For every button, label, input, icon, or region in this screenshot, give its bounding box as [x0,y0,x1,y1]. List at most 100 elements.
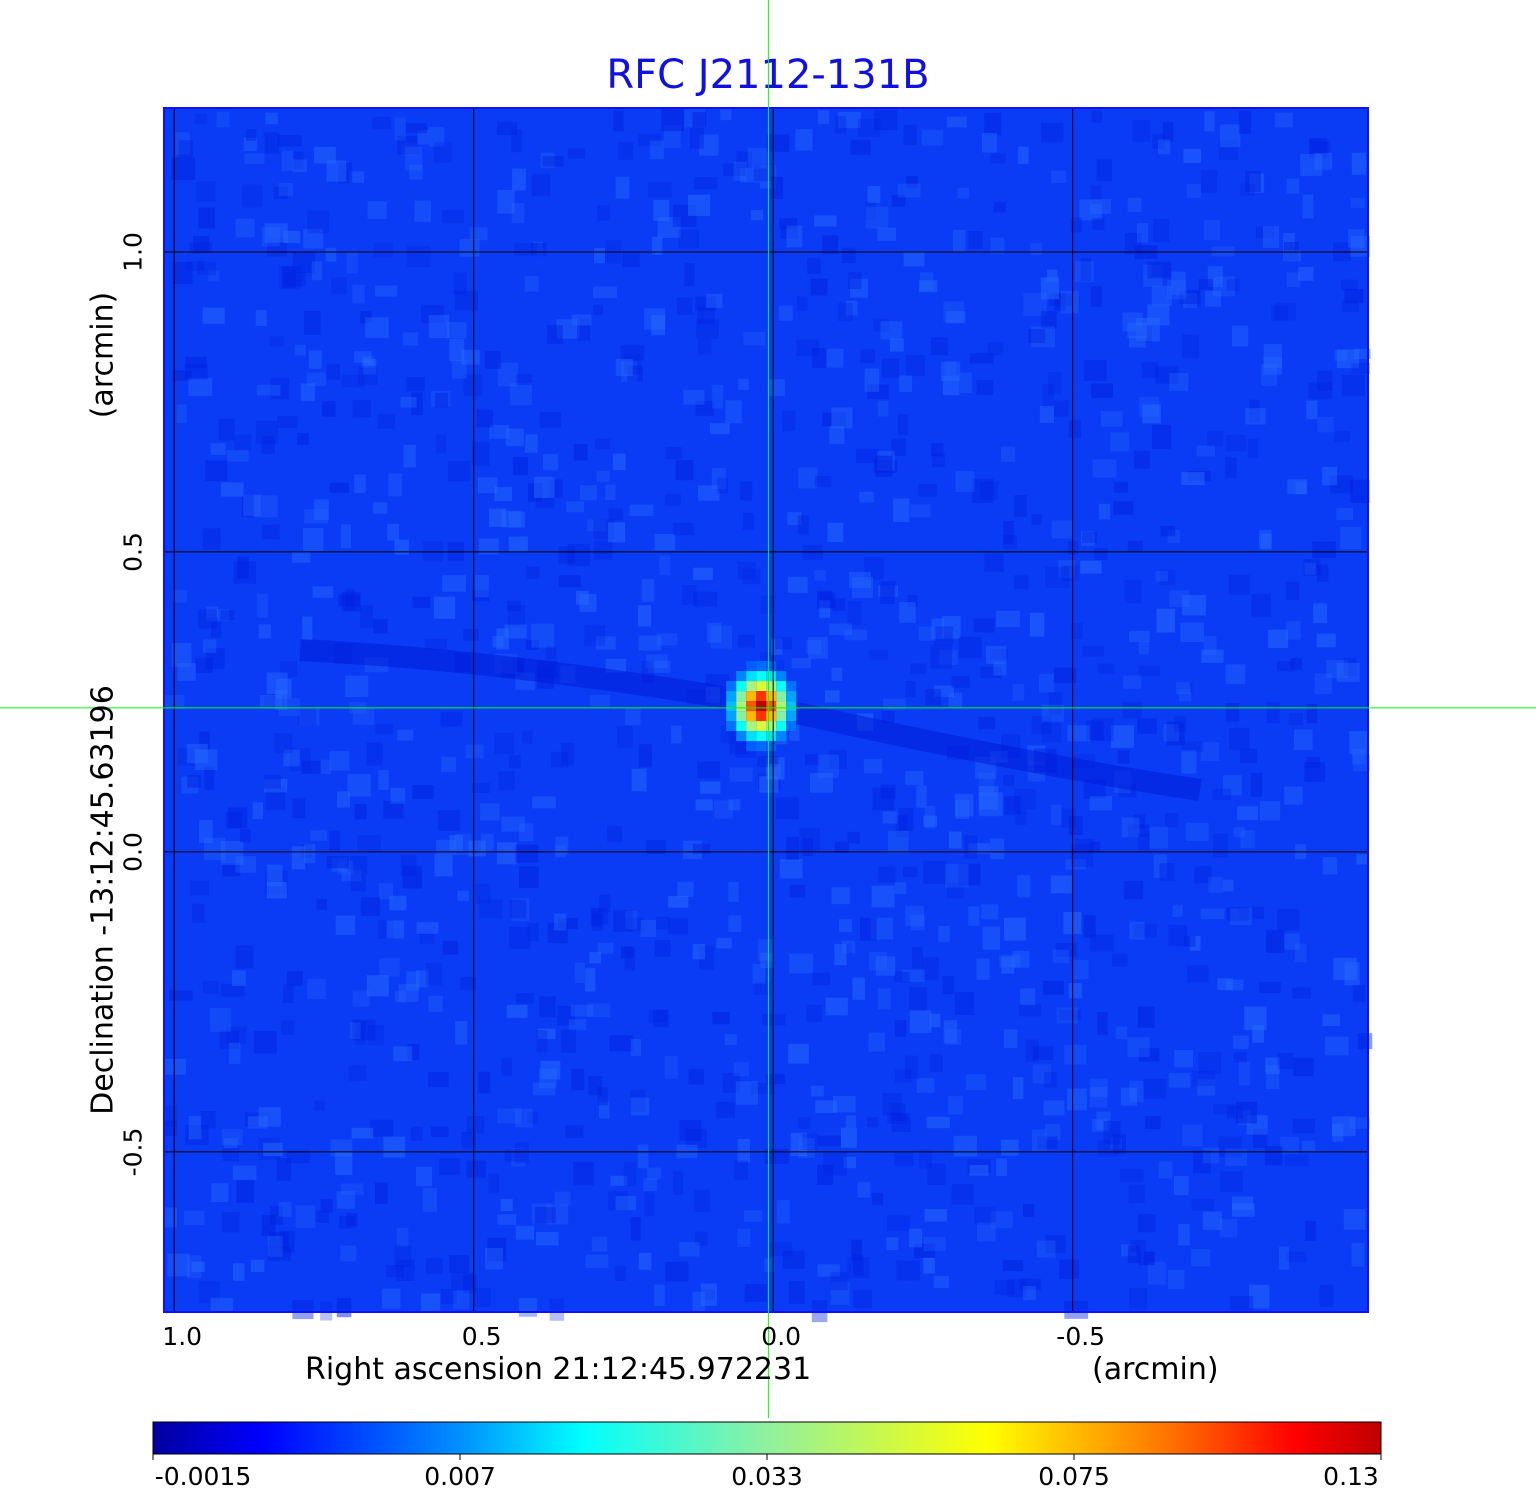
noise-pixel [1174,1049,1193,1068]
noise-pixel [1306,756,1321,768]
noise-pixel [373,242,393,258]
noise-pixel [1201,649,1224,663]
noise-pixel [329,751,350,771]
noise-pixel [273,186,288,200]
noise-pixel [873,460,898,474]
noise-pixel [189,242,213,254]
noise-pixel [336,1298,352,1318]
noise-pixel [402,866,422,889]
noise-pixel [504,624,527,639]
noise-pixel [1119,1168,1144,1183]
noise-pixel [798,467,818,489]
noise-pixel [440,1289,457,1304]
noise-pixel [641,578,655,602]
x-tick-label: -0.5 [1056,1322,1106,1351]
noise-pixel [463,629,479,641]
noise-pixel [388,473,403,497]
noise-pixel [1276,908,1300,931]
noise-pixel [177,663,196,681]
noise-pixel [219,1030,240,1050]
source-pixel [736,691,747,702]
noise-pixel [1233,1051,1247,1063]
noise-pixel [1048,371,1062,395]
noise-pixel [1053,667,1077,683]
noise-pixel [728,882,739,902]
noise-pixel [1192,1150,1211,1174]
noise-pixel [930,645,953,669]
noise-pixel [1226,279,1240,291]
noise-pixel [531,1203,552,1224]
noise-pixel [766,1073,786,1085]
noise-pixel [430,1126,449,1137]
noise-pixel [733,161,747,181]
noise-pixel [742,512,755,530]
noise-pixel [555,845,567,858]
noise-pixel [291,846,306,870]
noise-pixel [677,881,694,898]
noise-pixel [838,919,853,933]
noise-pixel [692,1291,705,1313]
noise-pixel [457,890,470,902]
noise-pixel [880,784,896,800]
noise-pixel [895,815,908,837]
noise-pixel [1265,1057,1280,1075]
source-pixel [746,691,757,702]
noise-pixel [508,754,521,769]
noise-pixel [1194,866,1212,884]
noise-pixel [953,1135,977,1157]
noise-pixel [1040,122,1064,143]
noise-pixel [1007,1279,1027,1298]
noise-pixel [1082,645,1105,657]
noise-pixel [192,236,210,251]
noise-pixel [1060,290,1079,314]
noise-pixel [993,202,1006,213]
noise-pixel [439,1157,461,1176]
noise-pixel [164,1207,178,1228]
noise-pixel [297,433,309,445]
noise-pixel [1350,479,1370,503]
noise-pixel [497,121,518,136]
noise-pixel [1139,396,1160,417]
noise-pixel [1103,1120,1121,1145]
noise-pixel [497,362,519,387]
noise-pixel [894,971,910,983]
noise-pixel [220,482,244,497]
noise-pixel [537,1028,556,1040]
noise-pixel [737,561,756,580]
noise-pixel [422,541,443,562]
noise-pixel [320,759,332,774]
noise-pixel [734,1160,749,1180]
noise-pixel [930,337,949,356]
noise-pixel [597,1086,608,1106]
noise-pixel [638,1252,652,1270]
noise-pixel [789,725,800,741]
noise-pixel [1350,197,1366,208]
noise-pixel [710,423,730,435]
noise-pixel [301,760,321,774]
noise-pixel [347,774,371,797]
noise-pixel [220,609,235,621]
noise-pixel [984,112,1002,136]
noise-pixel [823,1153,848,1176]
noise-pixel [1173,1175,1189,1196]
noise-pixel [449,1255,470,1274]
noise-pixel [591,913,604,932]
x-axis-label: Right ascension 21:12:45.972231 [305,1352,812,1387]
noise-pixel [790,1132,808,1157]
noise-pixel [341,1183,364,1195]
noise-pixel [1002,1260,1024,1272]
noise-pixel [841,247,856,263]
noise-pixel [587,1003,611,1017]
noise-pixel [976,958,990,980]
noise-pixel [1250,773,1263,797]
noise-pixel [367,1025,385,1045]
noise-pixel [1168,1073,1191,1088]
noise-pixel [616,726,633,748]
noise-pixel [1068,540,1079,555]
noise-pixel [1167,529,1180,544]
noise-pixel [1303,559,1321,576]
noise-pixel [630,1097,650,1116]
source-pixel [756,731,767,742]
noise-pixel [509,899,527,919]
noise-pixel [1292,987,1311,999]
